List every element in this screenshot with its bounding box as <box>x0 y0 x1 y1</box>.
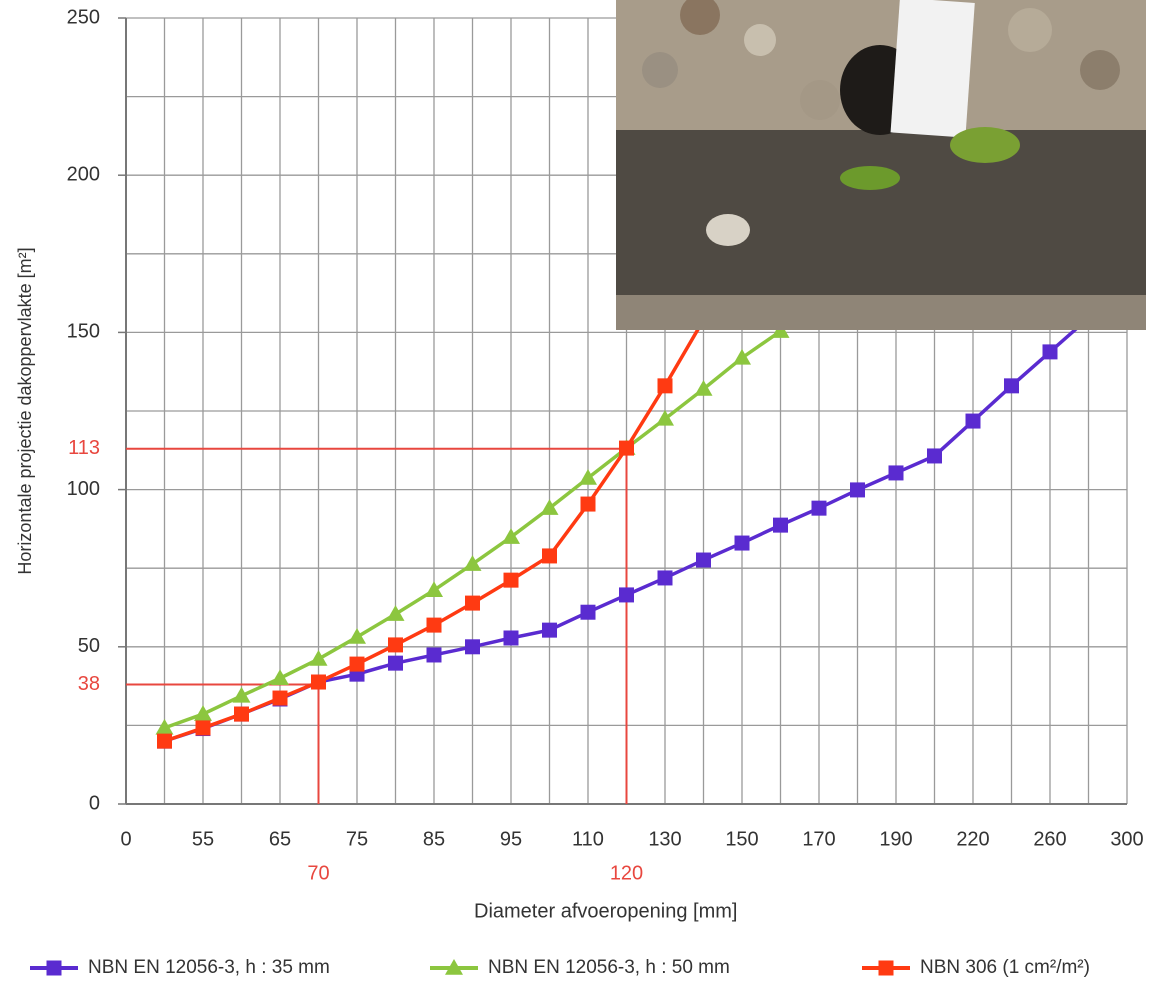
x-tick-label: 65 <box>269 828 291 850</box>
reference-x-label: 120 <box>610 862 643 884</box>
x-tick-label: 190 <box>879 828 912 850</box>
marker <box>696 553 711 568</box>
marker <box>504 573 519 588</box>
x-tick-label: 260 <box>1033 828 1066 850</box>
marker <box>966 414 981 429</box>
photo-stone <box>1080 50 1120 90</box>
marker <box>658 570 673 585</box>
marker <box>388 637 403 652</box>
photo-stone <box>744 24 776 56</box>
legend-label: NBN 306 (1 cm²/m²) <box>920 957 1090 978</box>
marker <box>310 650 328 666</box>
y-tick-label: 100 <box>67 478 100 500</box>
marker <box>1043 344 1058 359</box>
marker <box>271 669 289 685</box>
photo-moss <box>840 166 900 190</box>
marker <box>812 501 827 516</box>
legend: NBN EN 12056-3, h : 35 mm NBN EN 12056-3,… <box>30 957 1090 978</box>
marker <box>542 623 557 638</box>
reference-y-label: 38 <box>78 673 100 695</box>
photo-stone <box>800 80 840 120</box>
marker <box>619 441 634 456</box>
marker <box>850 482 865 497</box>
x-tick-label: 220 <box>956 828 989 850</box>
y-tick-label: 150 <box>67 321 100 343</box>
marker <box>388 656 403 671</box>
y-tick-label: 50 <box>78 635 100 657</box>
marker <box>350 657 365 672</box>
marker <box>658 378 673 393</box>
x-tick-label: 55 <box>192 828 214 850</box>
photo-moss <box>950 127 1020 163</box>
marker <box>889 465 904 480</box>
photo-sand <box>616 295 1146 330</box>
marker <box>542 548 557 563</box>
marker <box>927 448 942 463</box>
x-tick-label: 95 <box>500 828 522 850</box>
marker <box>196 720 211 735</box>
marker <box>427 647 442 662</box>
photo-stone <box>642 52 678 88</box>
y-tick-label: 0 <box>89 792 100 814</box>
marker <box>234 707 249 722</box>
marker <box>581 605 596 620</box>
marker <box>464 555 482 571</box>
photo-stone <box>706 214 750 246</box>
chart: 0 55 65 75 85 95 110 130 150 170 190 220 260 300 0 50 10… <box>0 0 1157 980</box>
photo <box>616 0 1146 330</box>
y-axis-label: Horizontale projectie dakoppervlakte [m²… <box>15 247 35 574</box>
y-tick-label: 250 <box>67 6 100 28</box>
marker <box>465 596 480 611</box>
legend-label: NBN EN 12056-3, h : 35 mm <box>88 957 330 978</box>
reference-x-label: 70 <box>307 862 329 884</box>
marker <box>273 691 288 706</box>
legend-label: NBN EN 12056-3, h : 50 mm <box>488 957 730 978</box>
marker <box>879 961 894 976</box>
marker <box>1004 378 1019 393</box>
photo-stone <box>1008 8 1052 52</box>
marker <box>387 605 405 621</box>
reference-y-label: 113 <box>68 437 100 459</box>
marker <box>427 618 442 633</box>
marker <box>47 961 62 976</box>
marker <box>504 630 519 645</box>
marker <box>581 497 596 512</box>
x-tick-label: 75 <box>346 828 368 850</box>
marker <box>619 587 634 602</box>
photo-ruler <box>891 0 975 138</box>
x-tick-label: 300 <box>1110 828 1143 850</box>
marker <box>735 536 750 551</box>
marker <box>348 628 366 644</box>
marker <box>773 518 788 533</box>
x-tick-label: 150 <box>725 828 758 850</box>
marker <box>733 349 751 365</box>
x-tick-label: 170 <box>802 828 835 850</box>
x-axis-label: Diameter afvoeropening [mm] <box>474 900 737 922</box>
y-tick-label: 200 <box>67 163 100 185</box>
x-tick-label: 0 <box>120 828 131 850</box>
marker <box>311 675 326 690</box>
marker <box>465 639 480 654</box>
x-tick-label: 85 <box>423 828 445 850</box>
x-tick-label: 130 <box>648 828 681 850</box>
marker <box>425 581 443 597</box>
marker <box>157 734 172 749</box>
x-tick-label: 110 <box>572 828 604 850</box>
